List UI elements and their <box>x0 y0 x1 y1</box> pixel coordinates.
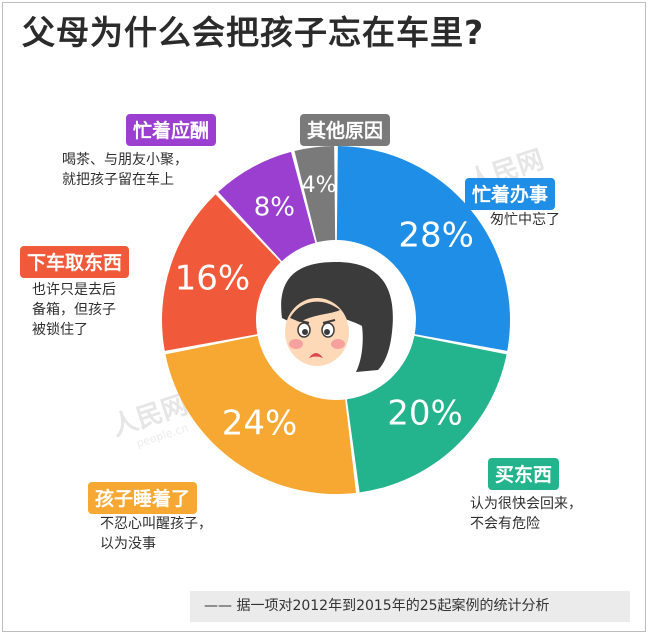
label-shopping: 买东西 <box>488 458 560 490</box>
donut-slice <box>346 335 507 493</box>
page-title: 父母为什么会把孩子忘在车里? <box>22 13 485 52</box>
desc-child-asleep: 不忍心叫醒孩子， 以为没事 <box>100 516 212 552</box>
label-fetching-items: 下车取东西 <box>20 246 130 278</box>
desc-shopping: 认为很快会回来， 不会有危险 <box>470 496 582 532</box>
worried-face-illustration <box>267 250 403 386</box>
slice-percent-label: 20% <box>387 393 463 433</box>
label-socializing: 忙着应酬 <box>126 114 217 146</box>
donut-slice <box>294 146 336 243</box>
slice-percent-label: 24% <box>222 404 298 444</box>
desc-socializing: 喝茶、与朋友小聚， 就把孩子留在车上 <box>62 152 188 188</box>
donut-slice <box>336 146 510 351</box>
donut-slices <box>162 146 510 495</box>
slice-percent-label: 16% <box>175 258 251 298</box>
percent-labels: 28% 20% 24% 16% 8% 4% <box>175 173 474 444</box>
slice-percent-label: 8% <box>254 192 295 222</box>
slice-percent-label: 28% <box>398 216 474 256</box>
label-busy-errands: 忙着办事 <box>465 178 556 210</box>
donut-slice <box>165 335 356 495</box>
label-other-reasons: 其他原因 <box>300 114 391 146</box>
desc-fetching-items: 也许只是去后 备箱，但孩子 被锁住了 <box>32 282 116 338</box>
slice-percent-label: 4% <box>302 173 337 198</box>
donut-slice <box>218 151 316 262</box>
desc-busy-errands: 匆忙中忘了 <box>490 212 560 228</box>
source-note: —— 据一项对2012年到2015年的25起案例的统计分析 <box>190 591 630 622</box>
donut-slice <box>162 194 281 351</box>
label-child-asleep: 孩子睡着了 <box>88 482 198 514</box>
